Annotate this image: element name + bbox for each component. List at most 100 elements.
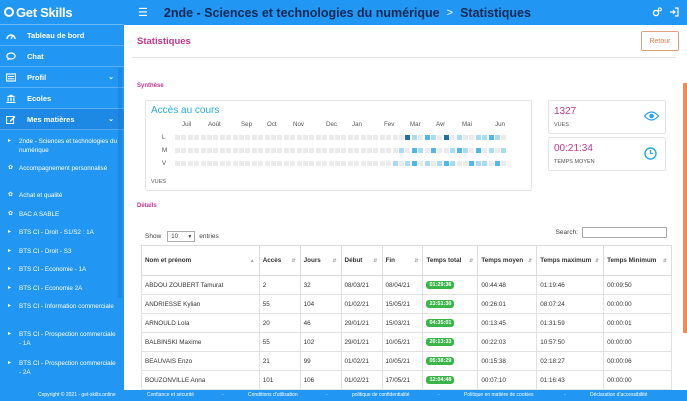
sidebar-scrollbar[interactable] <box>118 68 122 298</box>
column-header[interactable]: Fin ⇵ <box>381 245 424 276</box>
heatmap-cell <box>322 161 328 166</box>
heatmap-cell <box>443 161 449 166</box>
menu-toggle-icon[interactable]: ☰ <box>138 7 148 19</box>
sidebar-item-label: Ecoles <box>27 93 52 103</box>
footer-link[interactable]: Confiance et sécurité <box>147 392 194 398</box>
heatmap-cell <box>283 161 289 166</box>
sidebar-subitem-achat[interactable]: ✿ Achat et qualité <box>0 188 124 207</box>
entries-select[interactable]: 10 ▼ <box>167 231 196 242</box>
column-header[interactable]: Accès ⇵ <box>258 245 301 276</box>
sidebar-subitem-bts-prospection-1a[interactable]: ▸ BTS CI - Prospection commerciale - 1A <box>0 327 124 356</box>
column-header[interactable]: Temps Minimum ⇵ <box>603 245 672 276</box>
chevron-down-icon: ⌄ <box>108 74 114 81</box>
heatmap-cell <box>239 135 244 140</box>
sidebar-subitem-accompagnement[interactable]: ✿ Accompagnement personnalisé <box>0 161 124 188</box>
logout-icon[interactable] <box>669 7 679 19</box>
month-label: Jun <box>495 121 505 128</box>
heatmap-cell <box>226 148 232 153</box>
settings-icon[interactable] <box>652 7 662 19</box>
sidebar-subitem-2nde[interactable]: ▸ 2nde - Sciences et technologies du num… <box>0 134 124 161</box>
heatmap-cell <box>392 135 398 140</box>
search-input[interactable] <box>582 227 667 238</box>
heatmap-cell <box>431 161 436 166</box>
heatmap-cell <box>187 135 193 140</box>
sidebar-subitem-bac-a-sable[interactable]: ✿ BAC A SABLE <box>0 207 124 225</box>
heatmap-cell <box>290 135 296 140</box>
footer-link[interactable]: Politique en matière de cookies <box>464 392 534 398</box>
sidebar-item-profil[interactable]: Profil ⌄ <box>0 67 124 88</box>
table-cell: 12:04:48 <box>422 370 479 390</box>
table-cell: ANDRIESSE Kylian <box>141 294 260 314</box>
heatmap-cell <box>258 161 264 166</box>
month-label: Juil <box>182 121 192 128</box>
sidebar-item-dashboard[interactable]: Tableau de bord <box>0 25 124 46</box>
heatmap-cell <box>207 135 212 140</box>
heatmap-cell <box>347 148 353 153</box>
heatmap-cell <box>283 135 289 140</box>
heatmap-cell <box>354 135 360 140</box>
heatmap-cell <box>456 161 462 166</box>
app-logo[interactable]: Get Skills <box>0 0 124 25</box>
column-header[interactable]: Temps total ⇵ <box>422 245 479 276</box>
heatmap-cell <box>296 161 302 166</box>
back-button[interactable]: Retour <box>641 31 679 51</box>
heatmap-cell <box>341 161 347 166</box>
heatmap-cell <box>379 148 385 153</box>
table-cell: 01:29:36 <box>422 275 479 295</box>
day-label: L <box>162 134 166 141</box>
sidebar-subitem-bts-info-com[interactable]: ▸ BTS CI - Information commerciale <box>0 299 124 327</box>
table-cell: 08/04/21 <box>381 275 424 295</box>
footer-separator: - <box>222 392 224 398</box>
heatmap-cell <box>303 161 308 166</box>
sidebar-subitem-bts-droit-s3[interactable]: ▸ BTS CI - Droit - S3 <box>0 244 124 262</box>
sidebar-item-mes-matieres[interactable]: Mes matières ⌄ <box>0 109 124 130</box>
heatmap-cell <box>450 148 456 153</box>
footer-link[interactable]: Conditions d'utilisation <box>248 392 298 398</box>
page-scrollbar[interactable] <box>683 83 687 333</box>
divider <box>132 57 676 58</box>
column-header[interactable]: Temps maximum ⇵ <box>536 245 605 276</box>
sidebar-item-ecoles[interactable]: Ecoles <box>0 88 124 109</box>
heatmap-cell <box>181 148 187 153</box>
heatmap-cell <box>367 148 372 153</box>
table-row: BALBINSKI Maxime 55 102 29/01/21 10/05/21 20:… <box>141 332 672 352</box>
month-label: Jan <box>352 121 362 128</box>
column-header[interactable]: Nom et prénom ▲ <box>141 245 260 276</box>
heatmap-cell <box>309 135 315 140</box>
sidebar: Get Skills Tableau de bord Chat Profil ⌄… <box>0 0 124 390</box>
heatmap-cell <box>360 148 366 153</box>
heatmap-cell <box>367 135 372 140</box>
table-cell: 01:19:46 <box>536 275 605 295</box>
footer-link[interactable]: Déclaration d'accessibilité <box>590 392 648 398</box>
heatmap-cell <box>213 135 219 140</box>
footer-copyright: Copyright © 2021 - get-skills.online <box>38 392 116 398</box>
clock-icon <box>644 147 658 161</box>
month-label: Dec <box>326 121 338 128</box>
sidebar-subitem-bts-eco-2a[interactable]: ▸ BTS CI - Economie 2A <box>0 281 124 299</box>
chevron-down-icon: ▼ <box>187 233 193 240</box>
sidebar-subitem-bts-droit-1a[interactable]: ▸ BTS CI - Droit - S1/S2 : 1A <box>0 225 124 244</box>
sidebar-subitem-label: BTS CI - Droit - S3 <box>19 248 72 255</box>
column-header[interactable]: Début ⇵ <box>340 245 383 276</box>
table-cell: BALBINSKI Maxime <box>141 332 260 352</box>
column-header[interactable]: Temps moyen ⇵ <box>477 245 538 276</box>
table-cell: 04:35:01 <box>422 313 479 333</box>
table-cell: 55 <box>258 332 301 352</box>
caret-right-icon: ▸ <box>8 138 12 144</box>
caret-right-icon: ▸ <box>8 331 12 337</box>
heatmap-cell <box>495 161 500 166</box>
sidebar-subitem-bts-prospection-2a[interactable]: ▸ BTS CI - Prospection commerciale - 2A <box>0 356 124 384</box>
table-cell: 20:13:33 <box>422 332 479 352</box>
heatmap-cell <box>175 161 180 166</box>
table-cell: 20 <box>258 313 301 333</box>
heatmap-cell <box>437 148 443 153</box>
sidebar-item-chat[interactable]: Chat <box>0 46 124 67</box>
heatmap-cell <box>315 148 321 153</box>
footer-link[interactable]: politique de confidentialité <box>352 392 410 398</box>
heatmap-cell <box>335 148 340 153</box>
column-header[interactable]: Jours ⇵ <box>299 245 342 276</box>
table-cell: BEAUVAIS Enzo <box>141 351 260 371</box>
sidebar-subitem-label: Accompagnement personnalisé <box>19 165 108 172</box>
sidebar-subitem-bts-eco-1a[interactable]: ▸ BTS CI - Economie - 1A <box>0 262 124 281</box>
table-cell: 00:44:48 <box>477 275 538 295</box>
